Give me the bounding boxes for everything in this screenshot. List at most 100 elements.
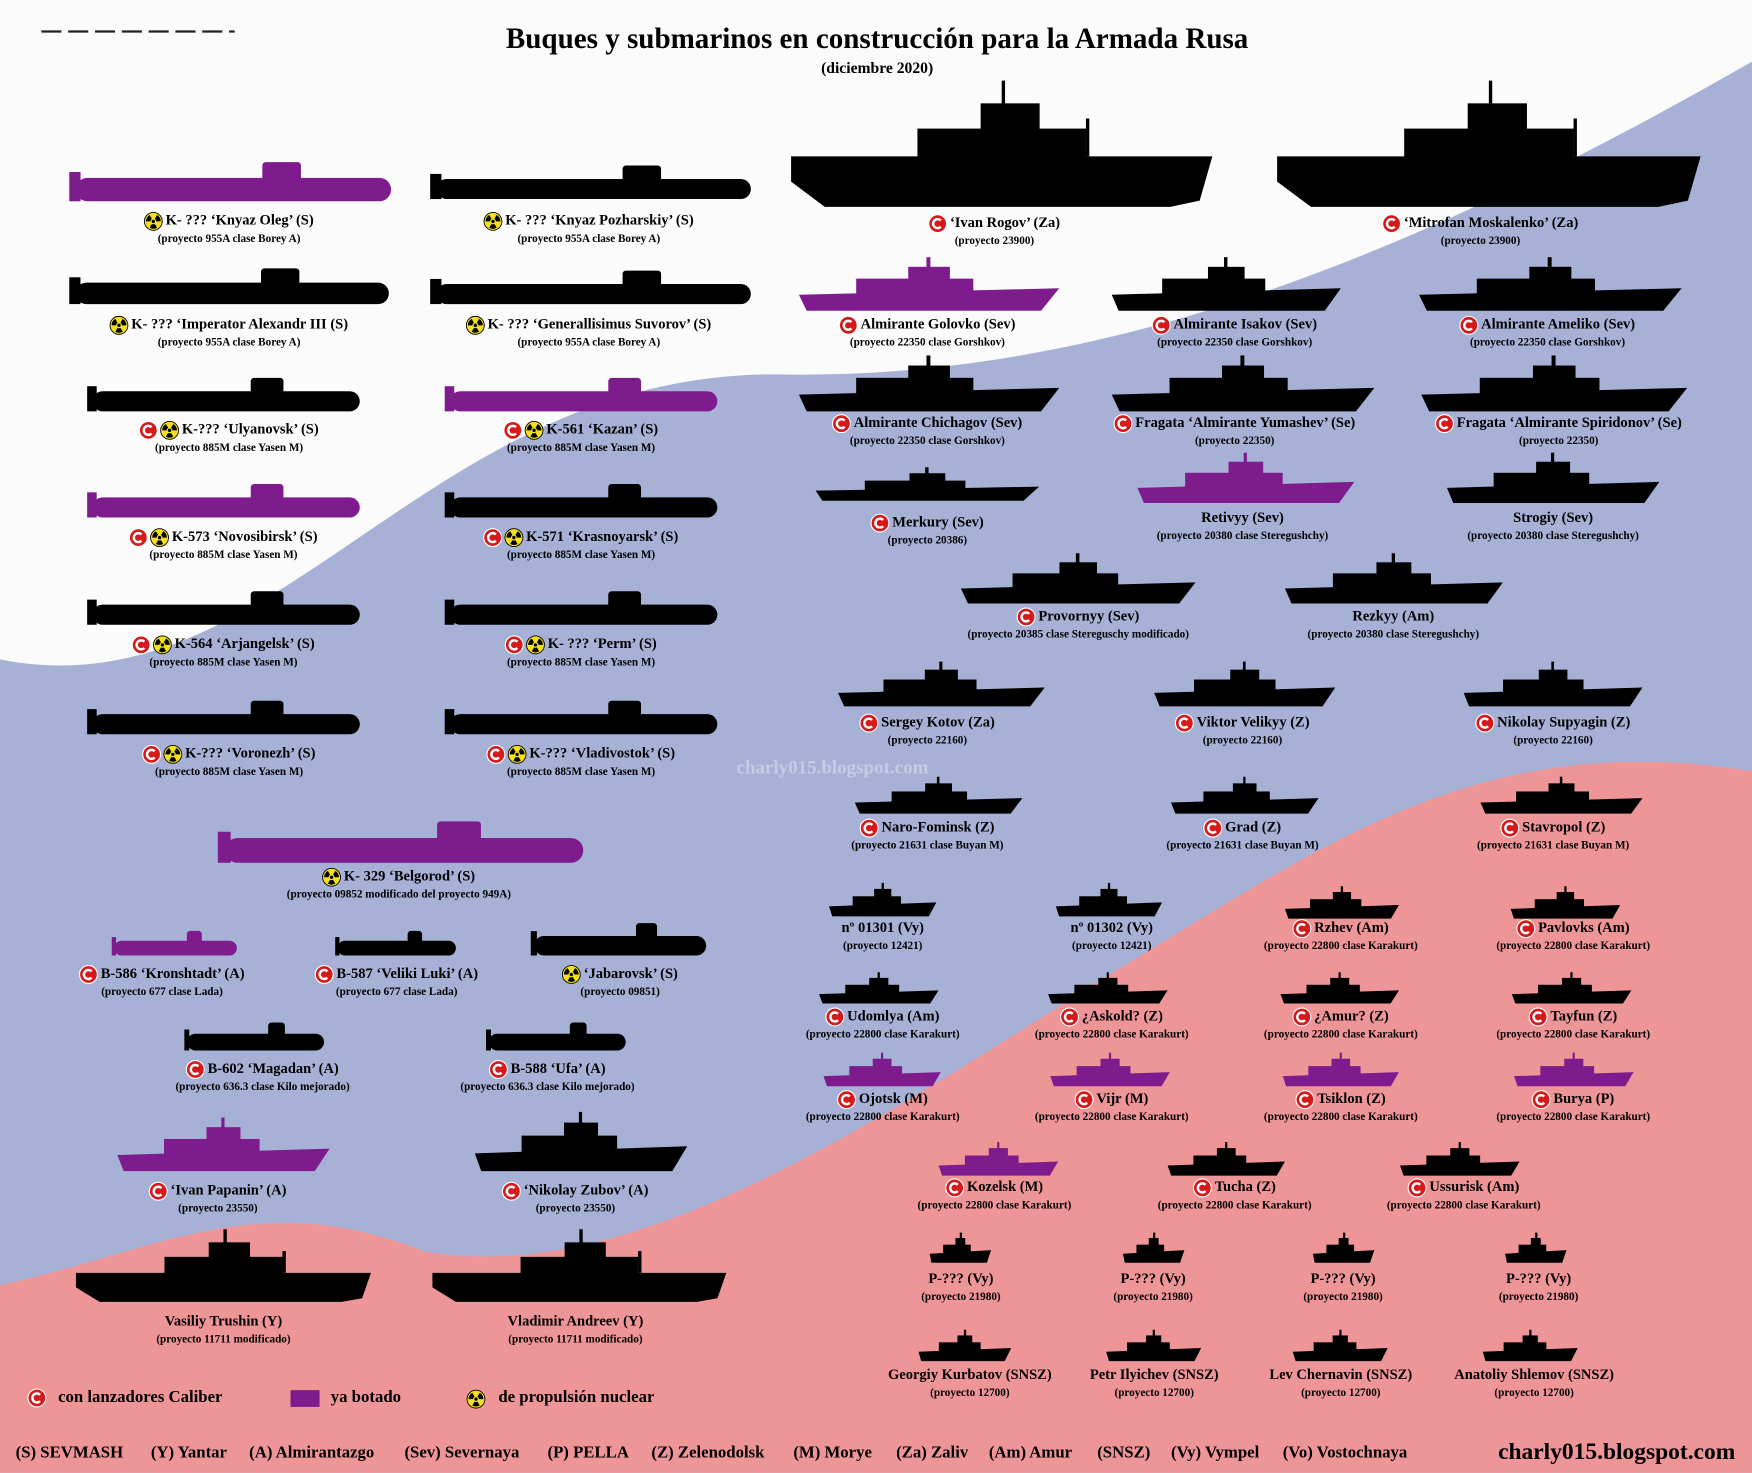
caliber-icon [1531, 1090, 1551, 1110]
vessel-name: B-602 ‘Magadan’ (A) [208, 1061, 339, 1077]
icon-blade [158, 647, 167, 653]
icon-c [874, 517, 884, 529]
tail-fin [430, 173, 442, 200]
vessel-project: (proyecto 21980) [1303, 1291, 1383, 1303]
tail-fin [87, 386, 97, 412]
vessel-name: Anatoliy Shlemov (SNSZ) [1454, 1367, 1614, 1383]
mast [1535, 1232, 1538, 1241]
icon-c [1504, 822, 1514, 834]
superstructure [1332, 573, 1431, 590]
tail-fin [430, 278, 442, 305]
icon-center [473, 323, 478, 327]
shipyard: (Am) Amur [989, 1443, 1073, 1462]
ship-silhouette [117, 1117, 330, 1172]
vessel-name: K-??? ‘Ulyanovsk’ (S) [182, 422, 319, 438]
tail-fin [87, 599, 97, 625]
shipyard: (Za) Zaliv [896, 1443, 969, 1462]
mast [1572, 1052, 1575, 1062]
shipyard: (M) Morye [793, 1443, 872, 1462]
superstructure [1518, 1244, 1547, 1255]
submarine-silhouette [69, 162, 392, 202]
ship-silhouette [1419, 257, 1682, 311]
hull [436, 283, 751, 305]
vessel-name: Provornyy (Sev) [1038, 608, 1139, 624]
icon-c [1296, 1011, 1306, 1023]
vessel-project: (proyecto 885M clase Yasen M) [507, 766, 655, 778]
icon-c [1299, 1093, 1309, 1106]
mast [221, 1117, 225, 1131]
icon-c [863, 717, 873, 729]
nuclear-icon [150, 528, 169, 547]
crane [638, 1251, 642, 1273]
vessel-name: Georgiy Kurbatov (SNSZ) [888, 1367, 1052, 1383]
tail-fin [111, 937, 117, 956]
icon-disc [483, 528, 503, 548]
icon-blade [324, 870, 331, 878]
ship-silhouette [474, 1111, 688, 1172]
ship-silhouette [1312, 1232, 1375, 1263]
tail-fin [444, 492, 455, 518]
vessel-name: Pavlovks (Am) [1538, 920, 1630, 936]
superstructure [1076, 1066, 1131, 1077]
vessel-project: (proyecto 12700) [1115, 1387, 1195, 1399]
icon-disc [1113, 414, 1133, 434]
mast [1339, 1052, 1342, 1062]
caliber-icon [1074, 1090, 1094, 1110]
shipyard: (Vy) Vympel [1171, 1443, 1260, 1462]
vessel-name: Retivyy (Sev) [1201, 510, 1284, 526]
tail-fin [184, 1029, 190, 1051]
nuclear-icon [322, 867, 341, 887]
icon-blade [111, 318, 118, 326]
vessel-name: K- ??? ‘Generallisimus Suvorov’ (S) [488, 317, 712, 333]
bridge [1556, 892, 1575, 902]
legend-nuclear: de propulsión nuclear [498, 1387, 655, 1406]
sail [250, 483, 284, 501]
ship-silhouette [823, 1052, 941, 1087]
icon-disc [870, 513, 890, 533]
submarine-silhouette [69, 268, 389, 305]
bridge [1561, 977, 1582, 988]
sail [569, 1022, 587, 1038]
tail-fin [530, 931, 537, 956]
icon-blade [468, 1392, 475, 1400]
icon-c [1535, 1093, 1546, 1106]
vessel-project: (proyecto 885M clase Yasen M) [149, 549, 297, 561]
mast [997, 1142, 1000, 1151]
ship-silhouette [938, 1142, 1059, 1176]
caliber-icon [501, 1181, 521, 1201]
nuclear-icon [504, 528, 524, 547]
hull [75, 177, 392, 202]
crane [282, 1251, 286, 1273]
vessel-project: (proyecto 22800 clase Karakurt) [806, 1028, 960, 1040]
icon-blade [518, 747, 525, 755]
source: charly015.blogspot.com [1498, 1439, 1736, 1465]
vessel-name: Udomlya (Am) [847, 1008, 939, 1024]
superstructure [1326, 1244, 1355, 1255]
caliber-icon [945, 1178, 965, 1198]
vessel-name: B-586 ‘Kronshtadt’ (A) [101, 966, 245, 982]
nuclear-icon [465, 315, 485, 335]
vessel-project: (proyecto 20380 clase Steregushchy) [1467, 530, 1639, 542]
bridge [1232, 783, 1257, 795]
ship-silhouette [819, 972, 939, 1004]
hull [92, 497, 360, 518]
vessel-project: (proyecto 22800 clase Karakurt) [1264, 940, 1418, 952]
superstructure [1538, 984, 1592, 995]
superstructure [864, 480, 966, 492]
submarine-silhouette [430, 165, 751, 200]
nuclear-icon [524, 420, 544, 440]
superstructure [943, 1244, 971, 1255]
vessel-project: (proyecto 885M clase Yasen M) [507, 442, 655, 454]
superstructure [1404, 128, 1574, 161]
caliber-icon [1295, 1090, 1315, 1110]
mast [1550, 452, 1555, 466]
shipyard: (A) Almirantazgo [249, 1443, 374, 1462]
icon-disc [1475, 713, 1495, 733]
ship-silhouette [1282, 1052, 1399, 1087]
shipyard: (Z) Zelenodolsk [651, 1443, 765, 1462]
icon-disc [1292, 1007, 1312, 1027]
caliber-icon [131, 635, 151, 655]
superstructure [845, 984, 900, 995]
vessel-project: (proyecto 23900) [1441, 235, 1521, 247]
vessel-name: Vijr (M) [1096, 1091, 1148, 1107]
